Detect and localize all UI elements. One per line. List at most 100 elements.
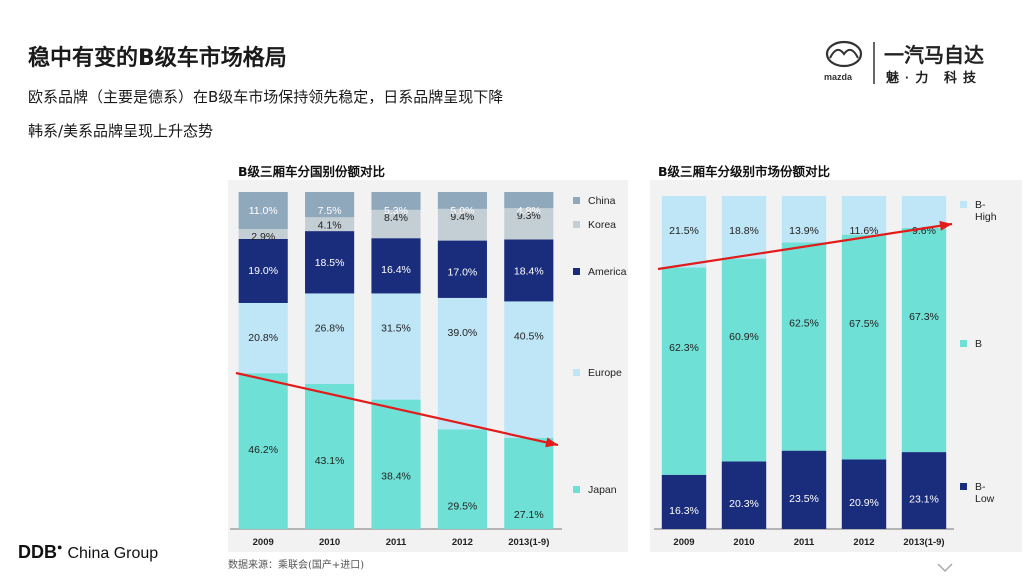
bar-b-low-3: [841, 459, 887, 529]
data-label-b-high-3: 11.6%: [850, 225, 879, 237]
data-label-b-1: 60.9%: [729, 331, 759, 343]
data-label-china-2: 5.3%: [384, 205, 408, 217]
bar-b-low-4: [901, 452, 947, 529]
data-label-b-4: 67.3%: [909, 311, 939, 323]
data-label-europe-1: 26.8%: [315, 322, 345, 334]
bar-korea-0: [238, 229, 288, 239]
legend-swatch-japan: [573, 486, 580, 493]
x-tick-label-1: 2010: [733, 537, 754, 548]
data-label-japan-1: 43.1%: [315, 455, 345, 467]
chart-by-country: 46.2% 20.8% 19.0% 2.9% 11.0% 2009 43.1% 26.8% 18…: [228, 180, 628, 552]
chart1-title: B级三厢车分国别份额对比: [238, 164, 386, 179]
bar-korea-2: [371, 209, 421, 239]
bar-china-3: [437, 192, 487, 209]
data-label-japan-2: 38.4%: [381, 471, 411, 483]
x-tick-label-2: 2011: [386, 537, 407, 548]
bar-japan-1: [305, 383, 355, 529]
data-label-korea-4: 9.3%: [517, 210, 541, 222]
bar-europe-1: [305, 293, 355, 384]
data-label-b-low-2: 23.5%: [789, 493, 819, 505]
trend-arrow: [235, 371, 559, 448]
data-label-japan-3: 29.5%: [448, 500, 478, 512]
data-label-korea-2: 8.4%: [384, 212, 408, 224]
legend-label-b-high-0: B-: [975, 199, 986, 211]
bar-b-high-3: [841, 196, 887, 235]
bar-korea-4: [504, 208, 554, 240]
bar-china-4: [504, 192, 554, 209]
ddb-company: DDB: [18, 542, 57, 562]
legend-label-b-low-1: Low: [975, 493, 995, 505]
data-label-japan-4: 27.1%: [514, 509, 544, 521]
data-label-korea-3: 9.4%: [450, 211, 474, 223]
bar-b-3: [841, 234, 887, 460]
x-tick-label-1: 2010: [319, 537, 340, 548]
chart-by-segment: 16.3% 62.3% 21.5% 2009 20.3% 60.9% 18.8% 2010 23…: [650, 180, 1022, 552]
legend-swatch-america: [573, 268, 580, 275]
data-label-china-4: 4.8%: [517, 205, 541, 217]
data-label-korea-0: 2.9%: [251, 231, 275, 243]
legend-label-korea: Korea: [588, 219, 616, 231]
mazda-logo: mazda 一汽马自达 魅·力 科技: [824, 40, 984, 85]
legend-swatch-b-high: [960, 201, 967, 208]
x-tick-label-3: 2012: [452, 537, 473, 548]
legend-swatch-b: [960, 340, 967, 347]
bar-america-2: [371, 238, 421, 294]
bar-b-high-2: [781, 196, 827, 243]
mazda-emblem-icon: [825, 40, 863, 68]
data-label-b-low-0: 16.3%: [669, 505, 699, 517]
bar-america-4: [504, 239, 554, 302]
bar-japan-4: [504, 437, 554, 529]
data-source: 数据来源：乘联会(国产+进口): [228, 560, 365, 571]
data-label-b-high-1: 18.8%: [729, 225, 759, 237]
legend-swatch-korea: [573, 221, 580, 228]
trend-arrow: [657, 220, 953, 271]
legend-swatch-b-low: [960, 483, 967, 490]
bar-america-1: [305, 231, 355, 294]
bar-b-1: [721, 258, 767, 462]
data-label-b-0: 62.3%: [669, 342, 699, 354]
legend-label-japan: Japan: [588, 484, 617, 496]
bar-china-1: [305, 192, 355, 218]
bar-europe-2: [371, 293, 421, 400]
data-label-europe-0: 20.8%: [248, 332, 278, 344]
legend-label-china: China: [588, 195, 616, 207]
legend-label-europe: Europe: [588, 367, 622, 379]
data-label-america-4: 18.4%: [514, 265, 544, 277]
bar-europe-4: [504, 301, 554, 438]
data-label-america-0: 19.0%: [248, 265, 278, 277]
logo-brand-text: mazda: [824, 72, 853, 82]
ddb-company-suffix: China Group: [67, 545, 159, 562]
data-label-china-1: 7.5%: [318, 205, 342, 217]
legend-label-b-low-0: B-: [975, 481, 986, 493]
ddb-logo: DDB● China Group: [18, 542, 159, 562]
data-label-china-0: 11.0%: [249, 205, 278, 217]
bar-america-3: [437, 240, 487, 298]
x-tick-label-0: 2009: [673, 537, 694, 548]
data-label-b-2: 62.5%: [789, 318, 819, 330]
subtitle-line-1: 欧系品牌（主要是德系）在B级车市场保持领先稳定，日系品牌呈现下降: [28, 88, 504, 106]
bar-china-2: [371, 192, 421, 210]
bar-korea-1: [305, 217, 355, 232]
data-label-b-3: 67.5%: [849, 318, 879, 330]
page-title: 稳中有变的B级车市场格局: [28, 46, 287, 71]
bar-japan-2: [371, 399, 421, 529]
data-label-china-3: 5.0%: [450, 205, 474, 217]
legend-label-america: America: [588, 266, 627, 278]
bar-europe-3: [437, 297, 487, 430]
data-label-america-2: 16.4%: [381, 264, 411, 276]
bar-b-0: [661, 267, 707, 475]
x-tick-label-3: 2012: [853, 537, 874, 548]
subtitle-line-2: 韩系/美系品牌呈现上升态势: [28, 122, 214, 140]
bar-japan-0: [238, 373, 288, 529]
bar-b-low-0: [661, 474, 707, 529]
legend-label-b: B: [975, 338, 982, 350]
x-tick-label-4: 2013(1-9): [903, 537, 944, 548]
bar-b-low-1: [721, 461, 767, 529]
logo-cn-name: 一汽马自达: [884, 43, 984, 67]
bar-china-0: [238, 192, 288, 230]
data-label-b-low-3: 20.9%: [849, 497, 879, 509]
data-label-japan-0: 46.2%: [248, 444, 278, 456]
x-tick-label-4: 2013(1-9): [508, 537, 549, 548]
bar-japan-3: [437, 429, 487, 529]
bar-b-low-2: [781, 450, 827, 529]
